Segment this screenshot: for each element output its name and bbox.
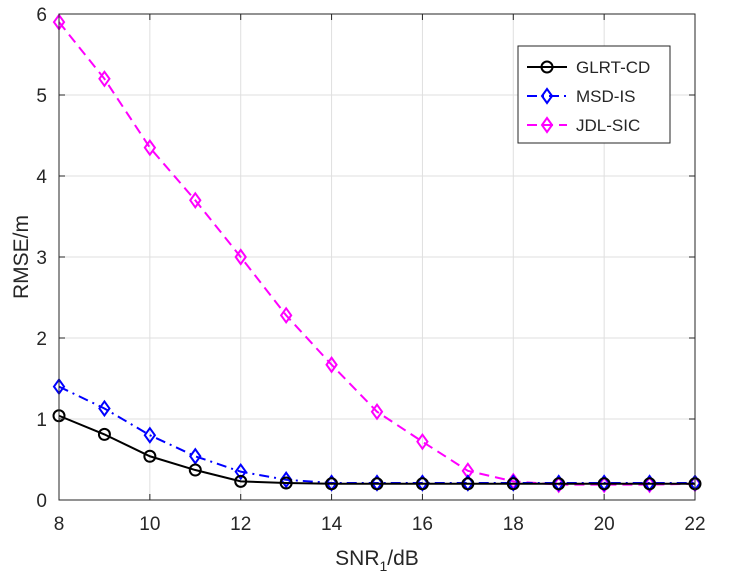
x-tick-label: 22 — [684, 514, 705, 535]
legend-entry: JDL-SIC — [527, 116, 640, 135]
data-point — [370, 477, 384, 491]
series-line — [58, 21, 696, 486]
data-point — [325, 356, 338, 374]
y-tick-label: 1 — [36, 410, 47, 431]
data-point — [143, 138, 157, 157]
legend-label: GLRT-CD — [576, 58, 650, 77]
legend-entry: MSD-IS — [527, 87, 636, 106]
data-point — [552, 477, 566, 491]
x-tick-label: 12 — [230, 514, 251, 535]
data-point — [188, 463, 202, 477]
legend-label: MSD-IS — [576, 87, 636, 106]
data-point — [643, 477, 657, 491]
data-point — [279, 306, 293, 325]
legend-marker — [540, 87, 554, 105]
x-tick-label: 18 — [503, 514, 524, 535]
y-tick-label: 0 — [36, 491, 47, 512]
y-axis-label: RMSE/m — [10, 215, 33, 299]
data-point — [416, 432, 429, 451]
y-tick-label: 5 — [36, 86, 47, 107]
legend-label: JDL-SIC — [576, 116, 640, 135]
series-layer — [52, 13, 702, 494]
data-point — [143, 449, 157, 463]
data-point — [234, 474, 248, 488]
x-tick-label: 14 — [321, 514, 343, 535]
data-point — [325, 477, 339, 491]
data-point — [279, 476, 293, 490]
data-point — [98, 70, 111, 88]
data-point — [279, 471, 293, 489]
legend-entry: GLRT-CD — [527, 58, 650, 77]
series-line — [58, 414, 695, 485]
x-axis-label: SNR1/dB — [335, 547, 419, 574]
data-point — [370, 402, 384, 421]
data-point — [189, 447, 202, 465]
x-axis-label-subscript: 1 — [380, 558, 388, 574]
legend-marker — [540, 116, 554, 134]
y-tick-label: 4 — [36, 167, 47, 188]
data-point — [415, 477, 429, 491]
x-axis-label-unit: /dB — [387, 547, 419, 570]
data-point — [143, 426, 157, 444]
x-tick-label: 8 — [54, 514, 65, 535]
x-tick-label: 10 — [139, 514, 160, 535]
data-point — [98, 399, 111, 418]
data-point — [234, 462, 247, 481]
data-point — [189, 191, 202, 210]
x-tick-label: 20 — [594, 514, 615, 535]
y-tick-label: 6 — [36, 5, 47, 26]
data-point — [597, 477, 611, 491]
legend: GLRT-CD MSD-IS JDL-SIC — [517, 45, 671, 144]
series-glrt-cd — [52, 409, 702, 491]
data-point — [506, 477, 520, 491]
legend-marker — [540, 60, 554, 74]
y-tick-label: 2 — [36, 329, 47, 350]
data-point — [234, 248, 247, 266]
x-tick-label: 16 — [412, 514, 433, 535]
data-point — [461, 477, 475, 491]
y-tick-label: 3 — [36, 248, 47, 269]
data-point — [97, 427, 111, 441]
